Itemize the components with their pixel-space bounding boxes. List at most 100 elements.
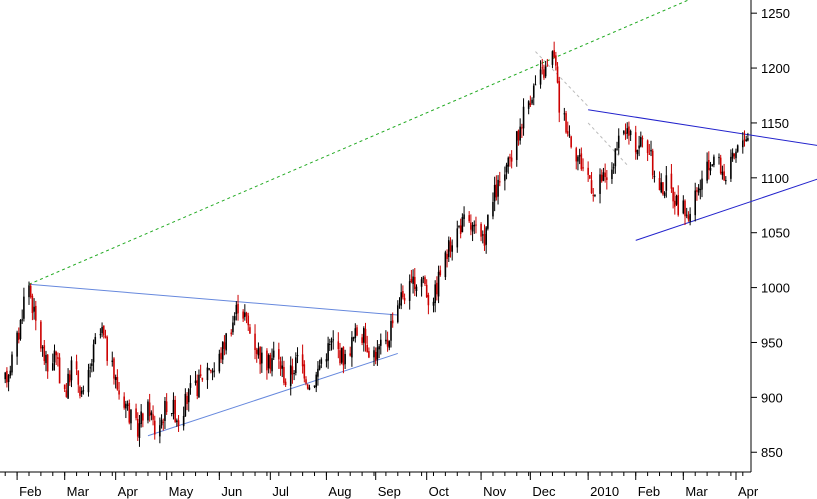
candlestick-series [4, 41, 749, 447]
candle [293, 370, 295, 381]
candle-body [330, 340, 333, 343]
candle [733, 153, 736, 160]
candle-body [296, 354, 299, 357]
candle-body [634, 132, 637, 153]
candle-body [23, 296, 25, 319]
x-tick-label: Feb [638, 484, 660, 499]
candle [313, 385, 316, 389]
candle-body [187, 389, 190, 403]
candle [747, 132, 749, 142]
candle [206, 362, 209, 389]
candle [674, 191, 676, 215]
candle [70, 356, 73, 388]
candle-body [505, 164, 508, 173]
x-tick-label: Aug [328, 484, 351, 499]
candle-body [606, 177, 608, 180]
candle-body [34, 305, 37, 321]
candle-body [539, 69, 542, 85]
candle-body [515, 131, 518, 160]
candle [9, 365, 12, 379]
candle-body [425, 284, 428, 298]
candle-body [451, 245, 453, 252]
candle [723, 163, 725, 182]
candle [174, 395, 176, 423]
candle-body [318, 365, 321, 370]
candle [522, 98, 525, 136]
candle [458, 225, 460, 229]
candle-body [492, 201, 494, 217]
candle-body [233, 316, 236, 321]
candle [463, 206, 465, 227]
candle [741, 132, 744, 154]
candle-body [694, 190, 697, 216]
candle-body [626, 128, 629, 134]
candle [68, 370, 71, 386]
candle [592, 187, 595, 202]
candle [504, 166, 506, 191]
candle-body [565, 113, 567, 133]
candle-body [568, 134, 571, 136]
candle [17, 327, 20, 344]
candle-body [33, 306, 35, 312]
candle-body [77, 370, 80, 385]
candle-body [413, 276, 416, 290]
candle [318, 359, 321, 371]
candle [82, 385, 85, 395]
candle [164, 396, 166, 430]
candle-body [257, 348, 260, 356]
candle-body [21, 319, 23, 321]
candle-body [364, 328, 367, 344]
candle-body [19, 319, 22, 339]
x-tick-label: Apr [738, 484, 759, 499]
candle [628, 121, 630, 145]
candle-body [385, 339, 387, 342]
candle-body [473, 224, 476, 227]
candle [7, 374, 10, 392]
candle [19, 319, 22, 341]
y-tick-label: 1050 [761, 226, 790, 241]
y-tick-label: 1000 [761, 281, 790, 296]
candle-body [315, 374, 318, 388]
candle [296, 347, 299, 364]
candle-body [164, 400, 166, 421]
candle [735, 148, 737, 163]
candle-body [677, 194, 680, 215]
candle-body [599, 174, 601, 194]
candle [148, 393, 151, 422]
candle [558, 76, 561, 123]
candle [515, 130, 518, 167]
candle [176, 418, 178, 427]
candle-body [480, 223, 482, 237]
candle-body [670, 173, 673, 189]
candle-body [531, 99, 533, 104]
candle-body [592, 195, 595, 197]
candle [578, 148, 581, 165]
candle-body [527, 101, 530, 109]
candle-body [99, 334, 102, 336]
candle [308, 384, 311, 391]
candle-body [87, 369, 90, 393]
candle-body [259, 346, 261, 365]
candle-body [696, 190, 698, 192]
candle [196, 374, 199, 400]
candle [33, 298, 35, 320]
candle [63, 384, 66, 392]
candle-body [578, 155, 581, 157]
candle [23, 287, 25, 322]
candle-body [126, 404, 129, 406]
x-tick-label: Jul [272, 484, 289, 499]
candle-body [148, 402, 151, 417]
x-tick-label: Jun [221, 484, 242, 499]
candle-body [67, 373, 69, 399]
candle [315, 371, 318, 393]
candle-body [641, 138, 644, 140]
candle-body [665, 175, 668, 191]
candle-body [272, 350, 275, 358]
candle [254, 324, 256, 360]
candle [689, 207, 691, 226]
candle [46, 353, 49, 379]
candle-body [745, 139, 747, 142]
candle [509, 153, 511, 167]
candle [237, 294, 239, 321]
candle-body [208, 368, 210, 370]
